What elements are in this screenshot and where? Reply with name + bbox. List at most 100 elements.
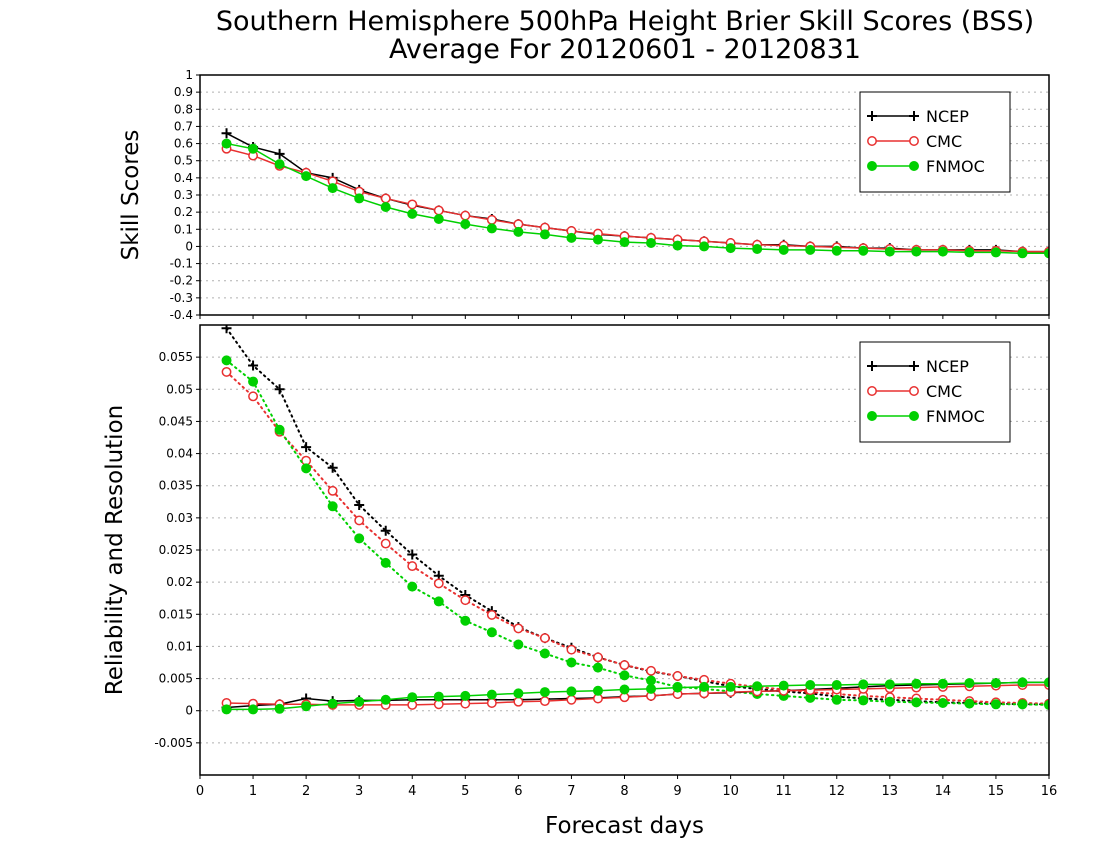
series-cmc-point: [433, 205, 444, 216]
y-tick-label: 0.035: [159, 479, 193, 493]
series-cmc-resolution-point: [380, 538, 391, 549]
series-cmc-point: [380, 193, 391, 204]
x-tick-label: 8: [620, 784, 628, 799]
series-fnmoc-point: [433, 214, 444, 224]
series-fnmoc-point: [566, 232, 577, 243]
series-ncep-resolution-point: [407, 549, 418, 560]
series-fnmoc-point: [778, 244, 789, 255]
series-cmc-resolution-point: [593, 652, 603, 663]
x-tick-label: 14: [935, 784, 952, 799]
series-fnmoc-point: [646, 238, 657, 248]
series-fnmoc-resolution-point: [539, 648, 550, 659]
legend-marker: [909, 161, 919, 171]
y-tick-label: 0.6: [174, 137, 193, 151]
series-ncep-point: [221, 128, 232, 139]
series-fnmoc-reliability-point: [592, 685, 603, 696]
series-fnmoc-resolution-point: [646, 675, 657, 686]
series-fnmoc-resolution-point: [990, 699, 1001, 710]
chart-title-line2: Average For 20120601 - 20120831: [389, 34, 861, 65]
plot-frame: [199, 74, 1050, 316]
legend-marker: [867, 411, 877, 421]
series-fnmoc-resolution-line: [225, 359, 1049, 706]
x-tick-label: 1: [249, 784, 257, 799]
legend-marker: [909, 361, 919, 371]
legend: NCEP CMC FNMOC: [859, 91, 1011, 193]
legend-marker: [909, 111, 919, 121]
y-axis-label: Reliability and Resolution: [102, 405, 128, 695]
series-fnmoc-resolution-point: [831, 694, 842, 705]
series-fnmoc-reliability-point: [990, 678, 1001, 689]
series-fnmoc-reliability-point: [327, 698, 338, 709]
legend-label-cmc: CMC: [926, 132, 962, 151]
series-fnmoc-reliability-point: [486, 689, 497, 700]
series-fnmoc-resolution-point: [274, 424, 285, 435]
series-fnmoc-resolution-point: [513, 639, 524, 650]
series-cmc-resolution-point: [433, 578, 444, 589]
series-cmc-resolution-point: [672, 671, 683, 681]
series-fnmoc-resolution-point: [407, 581, 418, 592]
y-tick-label: 0.7: [174, 119, 193, 133]
series-fnmoc-resolution-point: [248, 376, 259, 387]
series-fnmoc-reliability-point: [460, 690, 471, 701]
series-fnmoc-point: [619, 237, 630, 248]
reliability-resolution-panel: 0.055 0.05 0.045 0.04 0.035 0.03 0.025 0.02 0.01…: [102, 324, 1057, 839]
series-fnmoc-point: [699, 241, 710, 252]
series-fnmoc-reliability-point: [752, 681, 763, 692]
y-tick-label: 0.04: [166, 447, 193, 461]
y-tick-label: 0: [185, 704, 193, 718]
series-fnmoc-resolution-point: [486, 627, 497, 638]
series-fnmoc-reliability-point: [380, 694, 391, 705]
series-fnmoc-point: [486, 223, 497, 234]
series-fnmoc-resolution-point: [592, 662, 603, 673]
series-fnmoc-reliability-point: [539, 687, 550, 698]
y-tick-label: 0.4: [174, 171, 193, 185]
x-tick-label: 13: [882, 784, 899, 799]
y-tick-label: 0.02: [166, 575, 193, 589]
legend-box: [859, 341, 1011, 443]
series-fnmoc-reliability-point: [566, 686, 577, 697]
series-cmc-resolution-point: [460, 595, 471, 606]
x-tick-label: 9: [673, 784, 681, 799]
series-ncep-resolution-point: [380, 525, 391, 536]
y-tick-label: -0.2: [170, 274, 193, 288]
x-tick-label: 6: [514, 784, 522, 799]
legend-marker: [909, 386, 919, 396]
y-tick-label: 0.3: [174, 188, 193, 202]
series-fnmoc-point: [592, 234, 603, 245]
series-fnmoc-point: [327, 183, 338, 194]
x-tick-label: 10: [722, 784, 739, 799]
series-fnmoc-reliability-point: [884, 679, 895, 690]
series-cmc-reliability-point: [486, 698, 497, 708]
series-fnmoc-resolution-point: [964, 698, 975, 709]
y-tick-label: -0.3: [170, 291, 193, 305]
series-fnmoc-reliability-point: [778, 680, 789, 691]
series-ncep-reliability-line: [226, 681, 1049, 709]
series-fnmoc-reliability-point: [354, 696, 365, 707]
series-fnmoc-point: [911, 246, 922, 257]
series-fnmoc-resolution-point: [858, 695, 869, 706]
series-fnmoc-reliability-point: [964, 678, 975, 689]
series-fnmoc-reliability-point: [699, 681, 710, 692]
series-ncep-resolution-point: [274, 384, 285, 395]
series-fnmoc-resolution-point: [460, 615, 471, 626]
legend-marker: [909, 136, 919, 146]
series-fnmoc-resolution-point: [1044, 699, 1049, 710]
series-fnmoc-reliability-point: [274, 703, 285, 714]
series-cmc-resolution-point: [407, 561, 418, 572]
x-tick-label: 2: [302, 784, 310, 799]
series-fnmoc-reliability-point: [937, 678, 948, 689]
legend-marker: [867, 361, 877, 371]
series-fnmoc-reliability-point: [301, 701, 312, 712]
series-cmc-resolution-point: [513, 623, 524, 634]
series-fnmoc-resolution-point: [301, 463, 312, 474]
series-fnmoc-point: [937, 246, 948, 257]
series-fnmoc-point: [1017, 248, 1028, 259]
series-cmc-resolution-point: [619, 660, 630, 671]
series-fnmoc-point: [460, 219, 471, 230]
series-cmc-point: [486, 214, 497, 225]
legend-label-ncep: NCEP: [926, 107, 969, 126]
legend-marker: [867, 161, 877, 171]
legend-label-fnmoc: FNMOC: [926, 407, 985, 426]
legend-label-cmc: CMC: [926, 382, 962, 401]
